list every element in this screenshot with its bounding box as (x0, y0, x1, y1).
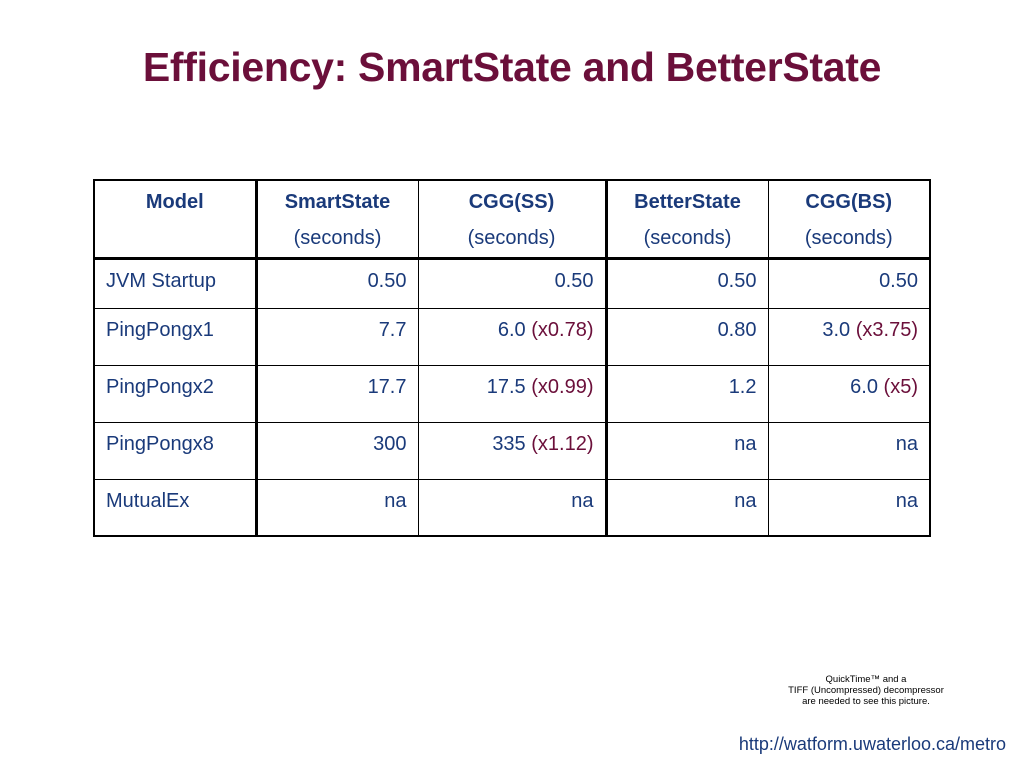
header-unit: (seconds) (804, 227, 893, 249)
quicktime-line: are needed to see this picture. (802, 696, 930, 707)
quicktime-line: TIFF (Uncompressed) decompressor (788, 685, 944, 696)
cgg-ss-ratio: (x0.78) (531, 318, 594, 341)
cell-smartstate: na (255, 478, 419, 537)
table-row: PingPongx2 17.7 17.5 (x0.99) 1.2 6.0 (x5… (93, 364, 931, 423)
cell-cgg-bs: 3.0 (x3.75) (767, 307, 931, 366)
quicktime-placeholder: QuickTime™ and a TIFF (Uncompressed) dec… (760, 674, 972, 707)
table-row: PingPongx1 7.7 6.0 (x0.78) 0.80 3.0 (x3.… (93, 307, 931, 366)
cell-betterstate: na (605, 421, 769, 480)
cell-betterstate: na (605, 478, 769, 537)
cell-model: PingPongx8 (93, 421, 258, 480)
cell-betterstate: 1.2 (605, 364, 769, 423)
cell-cgg-ss: 17.5 (x0.99) (417, 364, 608, 423)
cgg-bs-value: na (895, 489, 918, 512)
efficiency-table: Model SmartState (seconds) CGG(SS) (seco… (93, 179, 931, 537)
cgg-bs-value: 0.50 (879, 269, 918, 292)
cgg-ss-ratio: (x1.12) (531, 432, 594, 455)
table-row: JVM Startup 0.50 0.50 0.50 0.50 (93, 257, 931, 309)
cell-model: MutualEx (93, 478, 258, 537)
cell-cgg-ss: na (417, 478, 608, 537)
cell-betterstate: 0.50 (605, 257, 769, 309)
header-label: CGG(BS) (805, 191, 893, 213)
cgg-ss-ratio: (x0.99) (531, 375, 594, 398)
cell-cgg-bs: na (767, 421, 931, 480)
cgg-bs-value: 3.0 (822, 318, 851, 341)
header-cgg-ss: CGG(SS) (seconds) (417, 179, 608, 259)
cell-smartstate: 0.50 (255, 257, 419, 309)
table-header-row: Model SmartState (seconds) CGG(SS) (seco… (93, 179, 931, 259)
cgg-bs-value: na (895, 432, 918, 455)
cgg-bs-ratio: (x3.75) (855, 318, 918, 341)
cell-model: PingPongx1 (93, 307, 258, 366)
cgg-ss-value: 0.50 (554, 269, 594, 292)
table-row: PingPongx8 300 335 (x1.12) na na (93, 421, 931, 480)
cgg-ss-value: 17.5 (486, 375, 526, 398)
cell-model: PingPongx2 (93, 364, 258, 423)
cell-cgg-ss: 6.0 (x0.78) (417, 307, 608, 366)
header-smartstate: SmartState (seconds) (255, 179, 419, 259)
header-cgg-bs: CGG(BS) (seconds) (767, 179, 931, 259)
cell-smartstate: 300 (255, 421, 419, 480)
header-label: Model (145, 191, 204, 213)
cell-smartstate: 7.7 (255, 307, 419, 366)
cell-cgg-ss: 0.50 (417, 257, 608, 309)
cell-smartstate: 17.7 (255, 364, 419, 423)
header-label: BetterState (634, 191, 741, 213)
cell-cgg-bs: na (767, 478, 931, 537)
cgg-bs-value: 6.0 (850, 375, 878, 398)
cell-cgg-bs: 6.0 (x5) (767, 364, 931, 423)
header-unit: (seconds) (293, 227, 382, 249)
cgg-ss-value: 6.0 (497, 318, 526, 341)
header-betterstate: BetterState (seconds) (605, 179, 769, 259)
header-label: CGG(SS) (468, 191, 555, 213)
slide-title: Efficiency: SmartState and BetterState (142, 44, 882, 90)
cell-cgg-ss: 335 (x1.12) (417, 421, 608, 480)
header-label: SmartState (284, 191, 391, 213)
table-row: MutualEx na na na na (93, 478, 931, 537)
header-unit: (seconds) (643, 227, 732, 249)
cell-model: JVM Startup (93, 257, 258, 309)
header-model: Model (93, 179, 258, 259)
footer-url[interactable]: http://watform.uwaterloo.ca/metro (738, 734, 1006, 754)
cgg-bs-ratio: (x5) (883, 375, 918, 398)
cell-cgg-bs: 0.50 (767, 257, 931, 309)
cell-betterstate: 0.80 (605, 307, 769, 366)
header-unit: (seconds) (467, 227, 556, 249)
cgg-ss-value: 335 (492, 432, 526, 455)
quicktime-line: QuickTime™ and a (825, 674, 907, 685)
cgg-ss-value: na (571, 489, 594, 512)
results-table-container: Model SmartState (seconds) CGG(SS) (seco… (93, 179, 931, 537)
